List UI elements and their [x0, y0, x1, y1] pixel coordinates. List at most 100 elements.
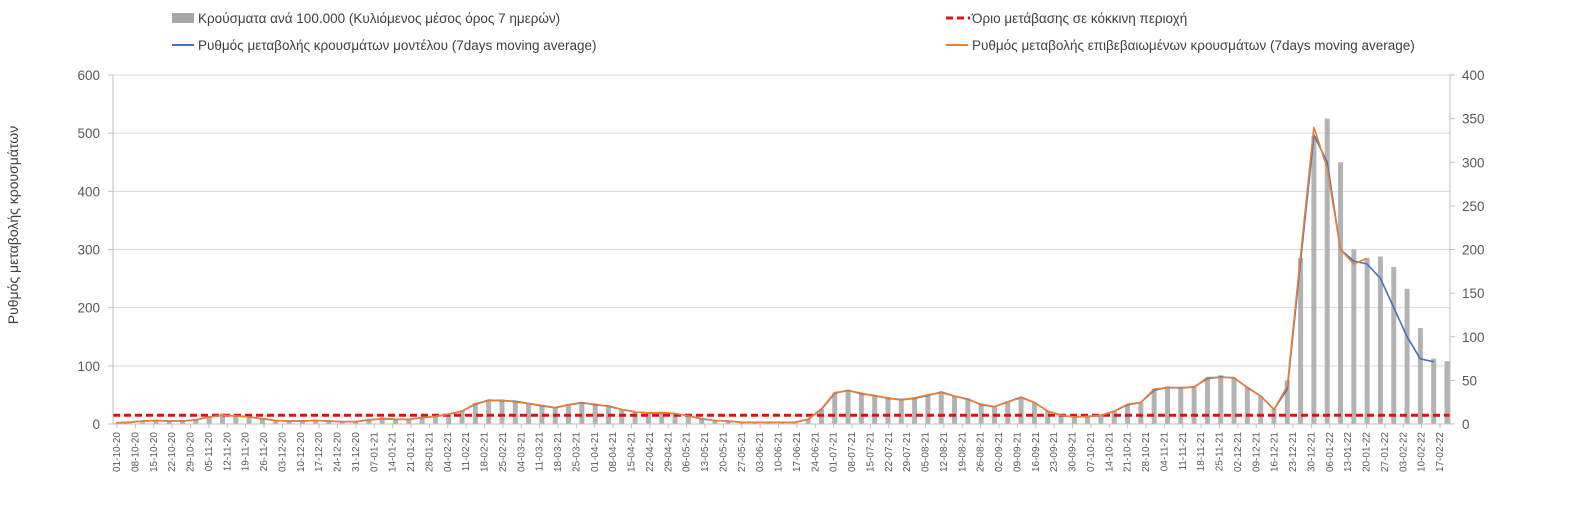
bar [1218, 375, 1224, 424]
x-tick-label: 14-01-21 [388, 432, 399, 472]
bar [885, 397, 891, 424]
x-tick-label: 09-12-21 [1251, 432, 1262, 472]
x-tick-label: 21-01-21 [406, 432, 417, 472]
bar [1005, 401, 1011, 424]
bar [366, 418, 372, 424]
x-tick-label: 27-05-21 [737, 432, 748, 472]
y-tick-label: 400 [77, 184, 100, 199]
bar [406, 418, 412, 424]
x-tick-label: 17-12-20 [314, 432, 325, 472]
bar [765, 422, 771, 424]
bar [965, 398, 971, 424]
bar [499, 400, 505, 424]
x-tick-label: 05-11-20 [204, 432, 215, 472]
bar [1391, 266, 1397, 424]
x-tick-label: 04-11-21 [1159, 432, 1170, 472]
bar [1311, 136, 1317, 424]
bar [153, 421, 159, 424]
bar [472, 403, 478, 424]
bar [1444, 361, 1450, 424]
x-tick-label: 06-05-21 [682, 432, 693, 472]
bar [233, 414, 239, 424]
gridlines [113, 74, 1450, 367]
x-tick-label: 27-01-22 [1380, 432, 1391, 472]
bar [739, 422, 745, 424]
bar [779, 422, 784, 424]
bar [326, 420, 332, 424]
x-tick-label: 29-07-21 [902, 432, 913, 472]
y2-tick-labels: 0 50 100 150 200 250 300 350 400 [1462, 68, 1485, 432]
y2-tick-label: 400 [1462, 68, 1485, 83]
y-tick-label: 200 [77, 301, 100, 316]
bar [140, 422, 146, 424]
x-tick-label: 18-11-21 [1196, 432, 1207, 472]
y-axis-title: Ρυθμός μεταβολής κρουσμάτων [5, 126, 21, 324]
bar [1031, 402, 1037, 424]
bar [699, 418, 705, 424]
x-tick-label: 08-04-21 [608, 432, 619, 472]
y2-tick-label: 0 [1462, 417, 1470, 432]
legend-label-model: Ρυθμός μεταβολής κρουσμάτων μοντέλου (7d… [198, 38, 597, 53]
bar [1404, 288, 1410, 424]
bar [353, 421, 359, 424]
bar [180, 420, 186, 424]
x-tick-label: 06-01-22 [1325, 432, 1336, 472]
confirmed-line [115, 126, 1368, 424]
bar [419, 417, 425, 424]
line-series [113, 126, 1450, 424]
bar [313, 419, 319, 424]
bar [273, 419, 279, 424]
y2-tick-label: 50 [1462, 373, 1477, 388]
x-tick-label: 07-01-21 [369, 432, 380, 472]
bar [446, 414, 452, 424]
bar [1058, 415, 1064, 424]
bar [832, 392, 838, 424]
y2-tick-label: 350 [1462, 112, 1485, 127]
x-tick-label: 09-09-21 [1012, 432, 1023, 472]
x-tick-label: 15-04-21 [627, 432, 638, 472]
bar [486, 399, 492, 424]
legend: Κρούσματα ανά 100.000 (Κυλιόμενος μέσος … [172, 11, 1415, 53]
bar [1351, 249, 1357, 424]
x-tick-label: 12-08-21 [939, 432, 950, 472]
bar [1018, 396, 1024, 424]
bar [526, 403, 532, 424]
legend-swatch-cases [172, 13, 194, 23]
x-tick-label: 24-12-20 [333, 432, 344, 472]
bar [978, 404, 984, 424]
x-tick-label: 04-03-21 [516, 432, 527, 472]
bar [1178, 388, 1184, 424]
legend-label-cases: Κρούσματα ανά 100.000 (Κυλιόμενος μέσος … [198, 11, 560, 26]
x-tick-label: 08-07-21 [847, 432, 858, 472]
bar [912, 398, 918, 424]
x-tick-label: 22-10-20 [167, 432, 178, 472]
bar [246, 416, 252, 424]
x-tick-label: 30-12-21 [1306, 432, 1317, 472]
x-tick-label: 25-02-21 [498, 432, 509, 472]
bar [1204, 377, 1210, 424]
bar [379, 417, 385, 424]
bar [1164, 386, 1170, 424]
bar [166, 421, 172, 424]
y-tick-label: 300 [77, 243, 100, 258]
bar [286, 420, 292, 424]
bar [1085, 416, 1091, 424]
x-tick-label: 29-04-21 [663, 432, 674, 472]
bar [206, 416, 212, 424]
bar [858, 393, 864, 424]
x-tick-label: 20-01-22 [1362, 432, 1373, 472]
x-tick-label: 18-03-21 [553, 432, 564, 472]
y-tick-label: 100 [77, 359, 100, 374]
x-tick-label: 25-03-21 [571, 432, 582, 472]
bar [1231, 377, 1237, 424]
bar [1324, 118, 1330, 424]
bar [1431, 358, 1437, 424]
bar [1138, 403, 1144, 424]
bar [805, 418, 811, 424]
x-tick-label: 10-06-21 [774, 432, 785, 472]
x-tick-label: 10-12-20 [296, 432, 307, 472]
bar-series [113, 118, 1450, 424]
x-tick-label: 20-05-21 [718, 432, 729, 472]
x-tick-label: 21-10-21 [1123, 432, 1134, 472]
